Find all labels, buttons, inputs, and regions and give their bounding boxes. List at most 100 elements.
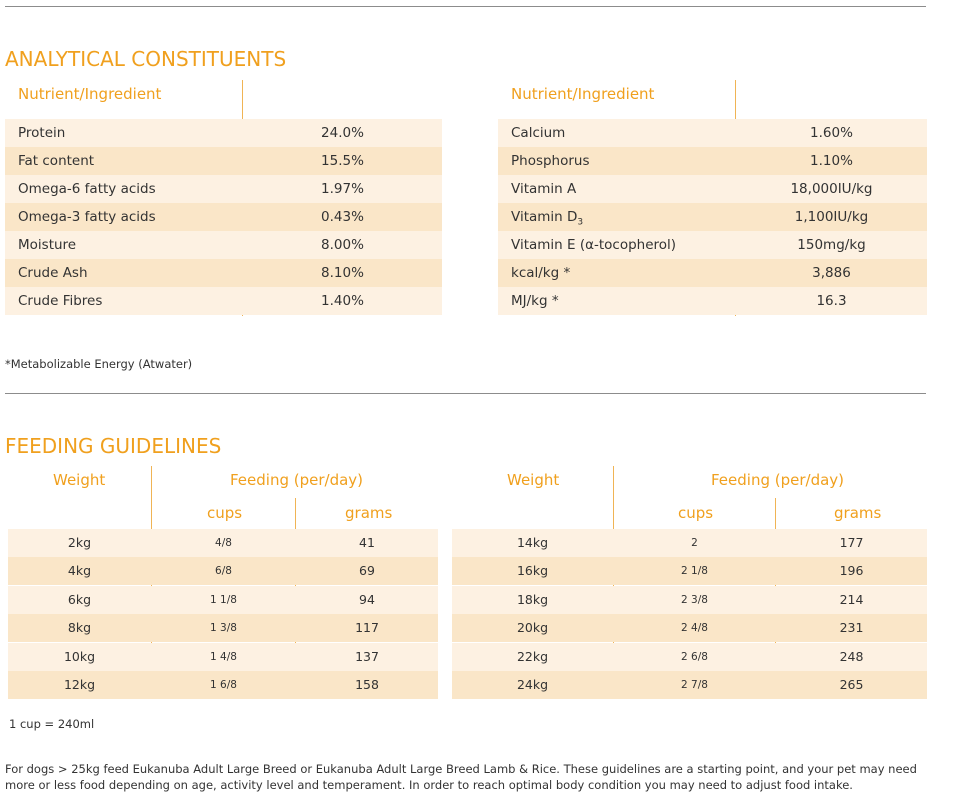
table-row: Vitamin E (α-tocopherol) 150mg/kg xyxy=(498,231,927,259)
grams-cell: 117 xyxy=(355,620,379,636)
analytical-left-header: Nutrient/Ingredient xyxy=(18,85,162,103)
nutrient-value: 1,100IU/kg xyxy=(794,209,869,225)
weight-cell: 22kg xyxy=(516,648,549,664)
feeding-disclaimer: For dogs > 25kg feed Eukanuba Adult Larg… xyxy=(5,762,917,792)
nutrient-value: 8.10% xyxy=(321,265,364,281)
weight-cell: 16kg xyxy=(516,563,549,579)
grams-cell: 214 xyxy=(839,591,864,607)
weight-cell: 6kg xyxy=(67,591,92,607)
nutrient-name: Moisture xyxy=(18,237,77,253)
weight-cell: 20kg xyxy=(516,620,549,636)
table-row: 16kg 2 1/8 196 xyxy=(452,557,927,586)
weight-header: Weight xyxy=(507,471,560,489)
grams-header: grams xyxy=(834,504,882,522)
top-divider xyxy=(5,6,926,7)
nutrient-value: 3,886 xyxy=(812,265,851,281)
cups-cell: 2 1/8 xyxy=(681,565,708,578)
nutrient-value: 1.10% xyxy=(810,153,853,169)
table-row: Vitamin D3 1,100IU/kg xyxy=(498,203,927,231)
table-row: Crude Fibres 1.40% xyxy=(5,287,442,315)
nutrient-value: 18,000IU/kg xyxy=(790,181,873,197)
nutrient-name: MJ/kg * xyxy=(511,293,559,309)
nutrient-name: Calcium xyxy=(511,125,566,141)
feeding-per-day-header: Feeding (per/day) xyxy=(230,471,364,489)
grams-cell: 177 xyxy=(839,535,864,550)
grams-cell: 94 xyxy=(359,591,375,607)
cups-cell: 2 7/8 xyxy=(681,679,708,691)
cups-cell: 1 3/8 xyxy=(210,622,237,635)
nutrient-name: Vitamin E (α-tocopherol) xyxy=(511,237,677,253)
weight-header: Weight xyxy=(53,471,106,489)
grams-cell: 69 xyxy=(359,563,375,579)
table-row: 20kg 2 4/8 231 xyxy=(452,614,927,643)
metabolizable-energy-footnote: *Metabolizable Energy (Atwater) xyxy=(5,357,193,371)
table-row: 4kg 6/8 69 xyxy=(8,557,438,586)
cups-cell: 2 4/8 xyxy=(681,622,708,635)
cups-cell: 4/8 xyxy=(215,537,232,549)
cups-cell: 2 6/8 xyxy=(681,650,708,663)
weight-cell: 18kg xyxy=(516,591,549,607)
nutrient-name: Protein xyxy=(18,125,66,141)
table-row: MJ/kg * 16.3 xyxy=(498,287,927,315)
middle-divider xyxy=(5,393,926,394)
weight-cell: 14kg xyxy=(516,535,549,550)
table-row: kcal/kg * 3,886 xyxy=(498,259,927,287)
cups-header: cups xyxy=(207,504,243,522)
nutrient-value: 1.97% xyxy=(321,181,364,197)
table-row: Moisture 8.00% xyxy=(5,231,442,259)
table-row: Omega-3 fatty acids 0.43% xyxy=(5,203,442,231)
table-row: 2kg 4/8 41 xyxy=(8,529,438,557)
cups-header: cups xyxy=(678,504,714,522)
analytical-right-header: Nutrient/Ingredient xyxy=(511,85,655,103)
feeding-guidelines-title: FEEDING GUIDELINES xyxy=(5,434,222,458)
table-row: 18kg 2 3/8 214 xyxy=(452,585,927,614)
feeding-table-right: Weight Feeding (per/day) cups grams 14kg… xyxy=(452,466,927,699)
grams-header: grams xyxy=(345,504,393,522)
table-row: 14kg 2 177 xyxy=(452,529,927,557)
nutrient-value: 150mg/kg xyxy=(797,237,866,253)
nutrient-value: 15.5% xyxy=(321,153,364,169)
table-row: Crude Ash 8.10% xyxy=(5,259,442,287)
cup-conversion-note: 1 cup = 240ml xyxy=(9,717,95,731)
nutrient-name: Vitamin D3 xyxy=(511,209,584,228)
weight-cell: 10kg xyxy=(63,648,96,664)
cups-cell: 1 4/8 xyxy=(210,650,237,663)
analytical-table-left: Nutrient/Ingredient Protein 24.0% Fat cont… xyxy=(5,80,442,316)
table-row: 24kg 2 7/8 265 xyxy=(452,671,927,699)
weight-cell: 24kg xyxy=(516,677,549,692)
nutrient-name: Crude Ash xyxy=(18,265,88,281)
nutrient-name: kcal/kg * xyxy=(511,265,571,281)
table-row: Protein 24.0% xyxy=(5,119,442,147)
analytical-table-right: Nutrient/Ingredient Calcium 1.60% Phosphor… xyxy=(498,80,927,316)
table-row: 22kg 2 6/8 248 xyxy=(452,642,927,671)
table-row: 6kg 1 1/8 94 xyxy=(8,585,438,614)
nutrient-value: 24.0% xyxy=(321,125,364,141)
feeding-per-day-header: Feeding (per/day) xyxy=(711,471,845,489)
nutrient-name: Vitamin A xyxy=(511,181,577,197)
table-row: 12kg 1 6/8 158 xyxy=(8,671,438,699)
weight-cell: 12kg xyxy=(63,677,96,692)
cups-cell: 2 3/8 xyxy=(681,593,708,606)
nutrient-name: Fat content xyxy=(18,153,95,169)
table-row: Fat content 15.5% xyxy=(5,147,442,175)
weight-cell: 2kg xyxy=(67,535,92,550)
grams-cell: 196 xyxy=(839,563,864,579)
table-row: Omega-6 fatty acids 1.97% xyxy=(5,175,442,203)
nutrient-value: 1.40% xyxy=(321,293,364,309)
grams-cell: 41 xyxy=(359,535,375,550)
analytical-constituents-title: ANALYTICAL CONSTITUENTS xyxy=(5,47,287,71)
feeding-table-left: Weight Feeding (per/day) cups grams 2kg 4… xyxy=(8,466,438,699)
grams-cell: 137 xyxy=(355,648,379,664)
cups-cell: 2 xyxy=(691,537,698,549)
cups-cell: 1 6/8 xyxy=(210,679,237,691)
table-row: Vitamin A 18,000IU/kg xyxy=(498,175,927,203)
table-row: 10kg 1 4/8 137 xyxy=(8,642,438,671)
grams-cell: 231 xyxy=(839,620,864,636)
table-row: Calcium 1.60% xyxy=(498,119,927,147)
nutrient-value: 8.00% xyxy=(321,237,364,253)
grams-cell: 158 xyxy=(355,677,379,692)
nutrient-name: Omega-6 fatty acids xyxy=(18,181,156,197)
weight-cell: 8kg xyxy=(67,620,92,636)
nutrient-value: 0.43% xyxy=(321,209,364,225)
grams-cell: 265 xyxy=(839,677,864,692)
